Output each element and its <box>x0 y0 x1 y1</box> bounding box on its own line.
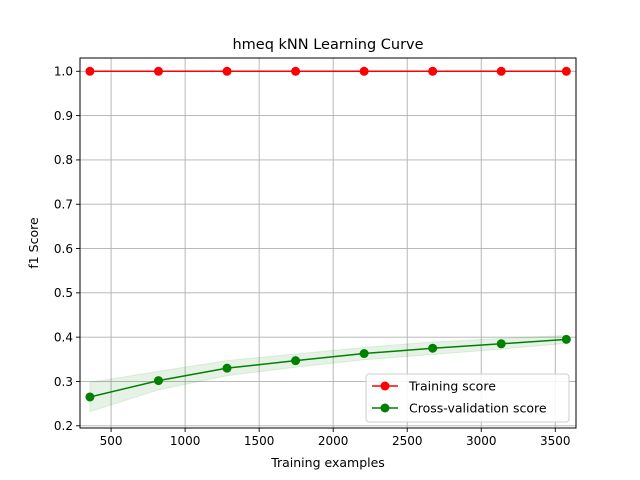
point-training <box>153 66 163 76</box>
y-tick-label: 1.0 <box>54 65 73 79</box>
y-tick-label: 0.6 <box>54 242 73 256</box>
legend-swatch-cv-marker <box>380 403 390 413</box>
line-cv <box>89 338 567 398</box>
point-training <box>359 66 369 76</box>
grid <box>80 58 576 428</box>
x-tick-label: 1500 <box>244 434 275 448</box>
point-cv <box>153 376 163 386</box>
legend-label-cv: Cross-validation score <box>409 401 547 416</box>
plot-frame <box>79 57 577 429</box>
point-cv <box>85 392 95 402</box>
legend-box <box>365 373 570 423</box>
legend-label-training: Training score <box>408 379 496 394</box>
point-cv <box>496 339 506 349</box>
y-tick-label: 0.8 <box>54 153 73 167</box>
x-tick-label: 500 <box>100 434 123 448</box>
point-cv <box>359 349 369 359</box>
point-training <box>291 66 301 76</box>
chart-title: hmeq kNN Learning Curve <box>232 37 423 53</box>
point-cv <box>291 356 301 366</box>
point-cv <box>561 334 571 344</box>
point-training <box>496 66 506 76</box>
x-tick-label: 3000 <box>466 434 497 448</box>
x-tick-label: 2000 <box>318 434 349 448</box>
y-tick-label: 0.9 <box>54 109 73 123</box>
y-axis-label: f1 Score <box>26 217 41 269</box>
y-tick-label: 0.3 <box>54 375 73 389</box>
y-tick-label: 0.7 <box>54 198 73 212</box>
y-axis-ticks: 0.2 0.3 0.4 0.5 0.6 0.7 0.8 0.9 1.0 <box>54 65 80 433</box>
y-tick-label: 0.5 <box>54 286 73 300</box>
y-tick-label: 0.4 <box>54 330 73 344</box>
series-lines <box>85 66 571 402</box>
legend-swatch-training-marker <box>380 381 390 391</box>
y-tick-label: 0.2 <box>54 419 73 433</box>
x-axis-label: Training examples <box>270 455 385 470</box>
point-training <box>428 66 438 76</box>
point-training <box>561 66 571 76</box>
point-cv <box>222 363 232 373</box>
x-tick-label: 1000 <box>170 434 201 448</box>
point-training <box>85 66 95 76</box>
point-training <box>222 66 232 76</box>
confidence-bands <box>89 70 567 413</box>
x-axis-ticks: 500 1000 1500 2000 2500 3000 3500 <box>100 428 571 448</box>
legend: Training score Cross-validation score <box>365 373 570 423</box>
x-tick-label: 3500 <box>540 434 571 448</box>
point-cv <box>428 343 438 353</box>
x-tick-label: 2500 <box>392 434 423 448</box>
